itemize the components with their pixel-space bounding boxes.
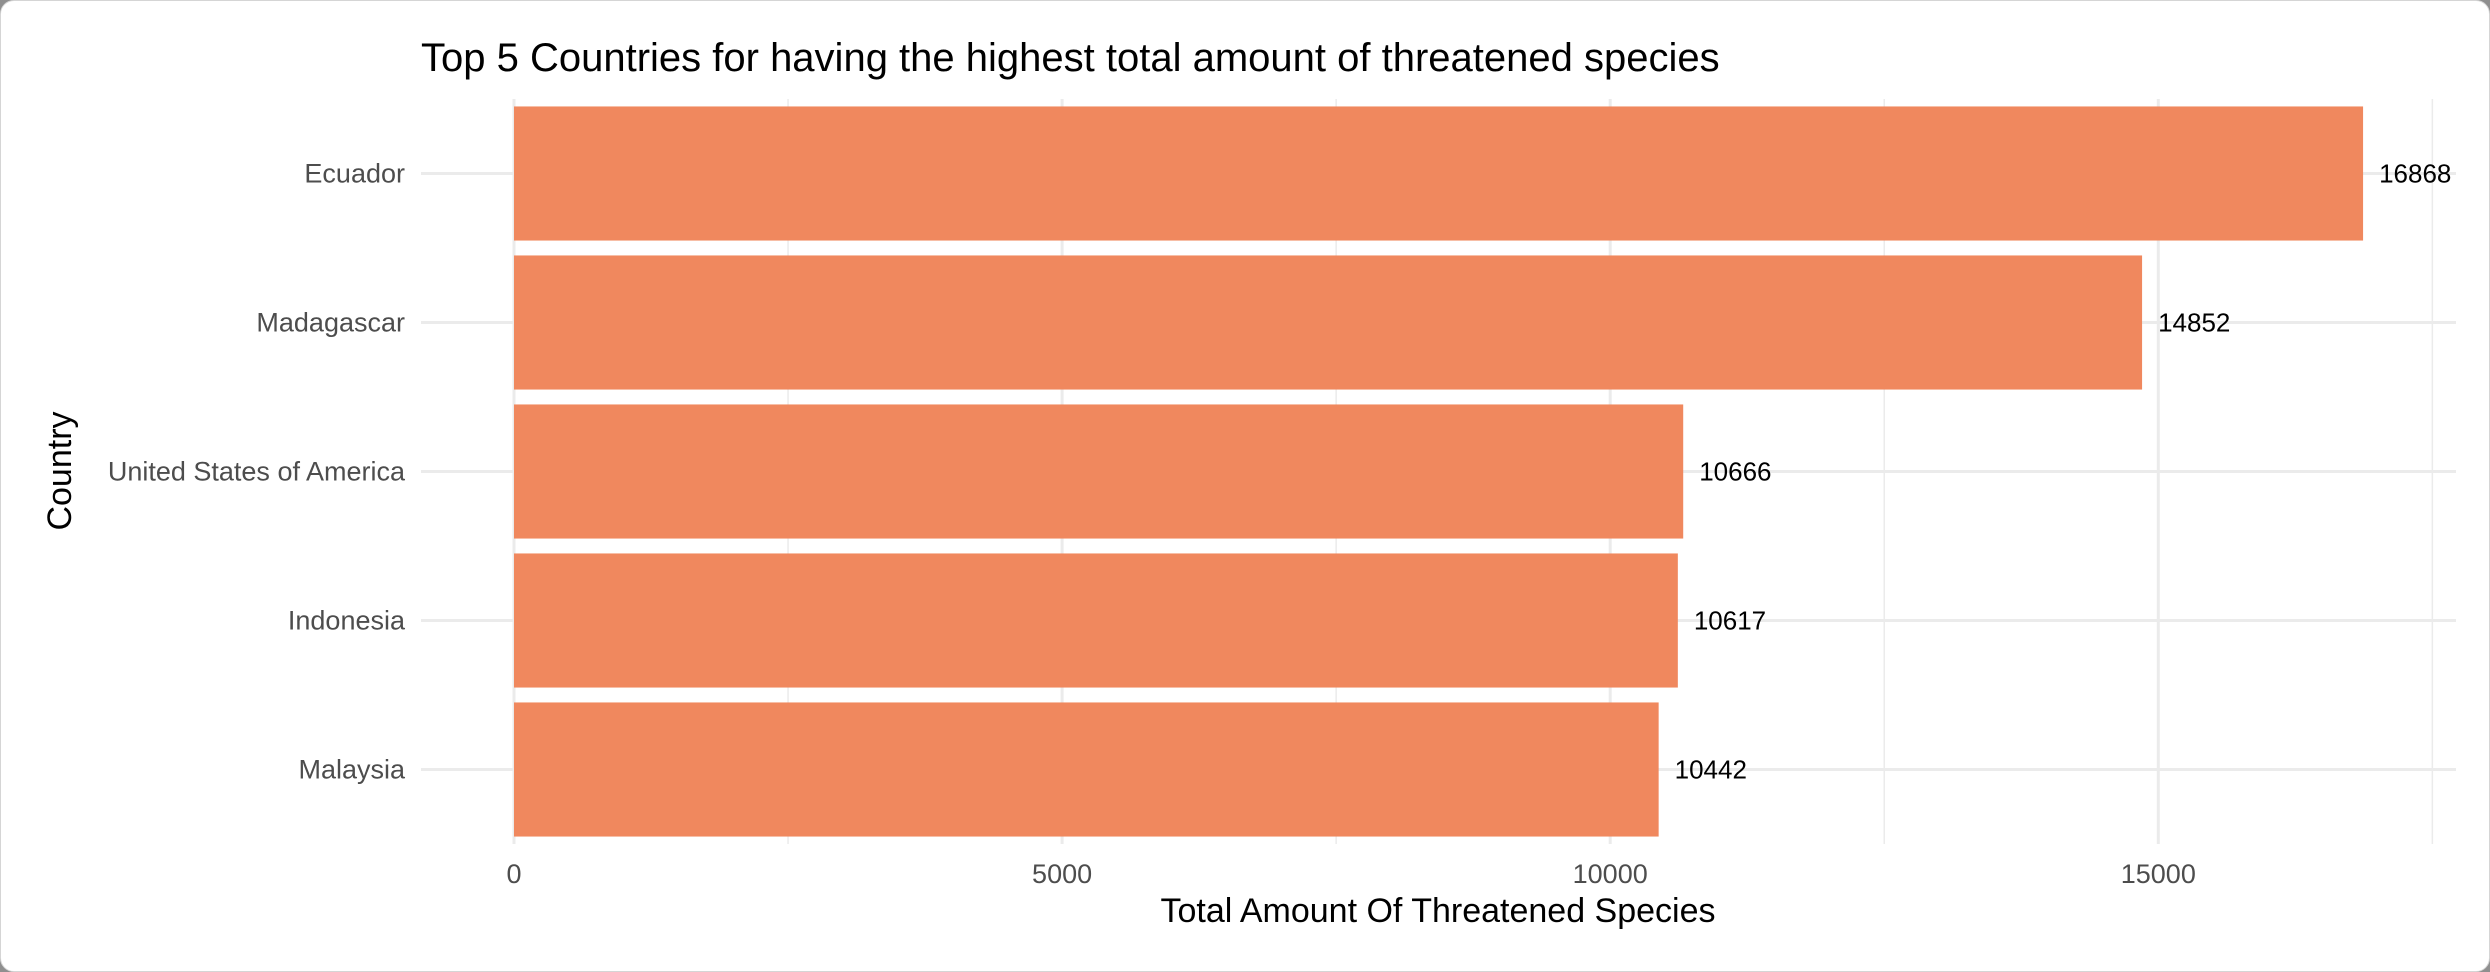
y-tick-label: Madagascar	[256, 308, 405, 338]
x-axis-title: Total Amount Of Threatened Species	[1160, 892, 1715, 930]
x-tick-label: 5000	[1032, 859, 1092, 889]
x-tick-label: 10000	[1573, 859, 1648, 889]
y-tick-label: United States of America	[108, 457, 406, 487]
bar	[514, 106, 2364, 241]
bar-layer	[514, 106, 2364, 837]
data-label: 10617	[1694, 606, 1766, 636]
data-label: 14852	[2158, 308, 2230, 338]
bar	[514, 255, 2143, 390]
data-label: 16868	[2379, 159, 2451, 189]
chart-title: Top 5 Countries for having the highest t…	[421, 36, 1720, 80]
bar	[514, 404, 1684, 539]
y-tick-label: Indonesia	[288, 606, 406, 636]
y-tick-label: Malaysia	[298, 755, 406, 785]
x-tick-label: 15000	[2121, 859, 2196, 889]
bar	[514, 702, 1659, 837]
label-layer: 0 5000 10000 15000 Ecuador 16868 Madagascar 148…	[108, 159, 2452, 890]
data-label: 10442	[1675, 755, 1747, 785]
x-tick-label: 0	[506, 859, 521, 889]
bar	[514, 553, 1678, 688]
y-axis-title: Country	[41, 411, 79, 530]
data-label: 10666	[1699, 457, 1771, 487]
y-tick-label: Ecuador	[304, 159, 405, 189]
